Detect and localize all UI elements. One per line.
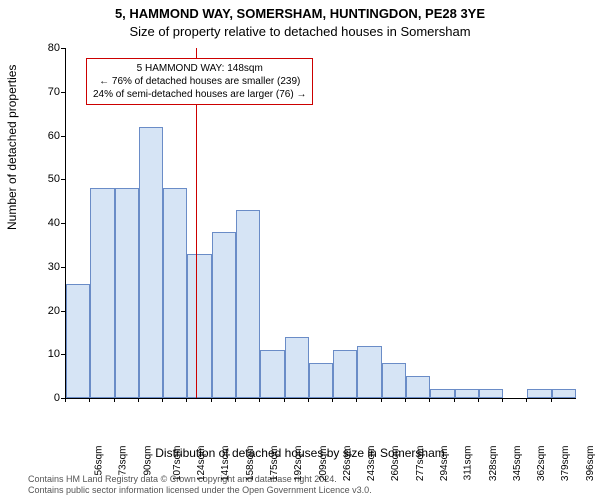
histogram-bar <box>212 232 236 398</box>
x-tick-label: 345sqm <box>512 446 523 482</box>
x-tick-label: 73sqm <box>118 446 129 476</box>
x-tick-label: 277sqm <box>415 446 426 482</box>
annotation-line3: 24% of semi-detached houses are larger (… <box>93 88 306 101</box>
histogram-bar <box>139 127 163 398</box>
x-tick-label: 243sqm <box>366 446 377 482</box>
x-tick-label: 311sqm <box>463 446 474 481</box>
y-tick-mark <box>61 136 65 137</box>
x-tick-label: 294sqm <box>439 446 450 482</box>
histogram-bar <box>285 337 309 398</box>
y-tick-label: 60 <box>30 130 60 142</box>
histogram-bar <box>309 363 333 398</box>
x-tick-label: 209sqm <box>318 446 329 482</box>
x-tick-mark <box>65 398 66 402</box>
x-tick-label: 141sqm <box>221 446 232 482</box>
x-tick-label: 396sqm <box>585 446 596 482</box>
x-tick-mark <box>138 398 139 402</box>
x-tick-label: 226sqm <box>342 446 353 482</box>
y-tick-label: 20 <box>30 305 60 317</box>
y-axis-label: Number of detached properties <box>5 65 19 230</box>
x-tick-mark <box>308 398 309 402</box>
annotation-line2: ← 76% of detached houses are smaller (23… <box>93 75 306 88</box>
x-tick-mark <box>478 398 479 402</box>
y-tick-label: 40 <box>30 217 60 229</box>
footer-line2: Contains public sector information licen… <box>28 485 372 496</box>
histogram-bar <box>66 284 90 398</box>
histogram-bar <box>552 389 576 398</box>
x-tick-label: 260sqm <box>391 446 402 482</box>
histogram-bar <box>90 188 114 398</box>
x-tick-mark <box>381 398 382 402</box>
annotation-line1: 5 HAMMOND WAY: 148sqm <box>93 62 306 75</box>
chart-title-line2: Size of property relative to detached ho… <box>0 24 600 39</box>
y-tick-label: 30 <box>30 261 60 273</box>
x-tick-mark <box>235 398 236 402</box>
x-tick-mark <box>89 398 90 402</box>
x-tick-label: 56sqm <box>94 446 105 476</box>
histogram-bar <box>406 376 430 398</box>
histogram-bar <box>115 188 139 398</box>
x-tick-mark <box>405 398 406 402</box>
histogram-bar <box>479 389 503 398</box>
histogram-bar <box>187 254 211 398</box>
x-tick-mark <box>454 398 455 402</box>
x-tick-label: 158sqm <box>245 446 256 482</box>
y-tick-mark <box>61 179 65 180</box>
y-tick-mark <box>61 48 65 49</box>
x-tick-mark <box>284 398 285 402</box>
x-tick-mark <box>526 398 527 402</box>
x-tick-mark <box>211 398 212 402</box>
chart-title-line1: 5, HAMMOND WAY, SOMERSHAM, HUNTINGDON, P… <box>0 6 600 21</box>
x-tick-mark <box>186 398 187 402</box>
x-tick-label: 379sqm <box>561 446 572 482</box>
chart-container: 5, HAMMOND WAY, SOMERSHAM, HUNTINGDON, P… <box>0 0 600 500</box>
x-tick-label: 90sqm <box>142 446 153 476</box>
histogram-bar <box>163 188 187 398</box>
x-tick-label: 107sqm <box>172 446 183 482</box>
y-tick-mark <box>61 311 65 312</box>
x-tick-label: 124sqm <box>196 446 207 482</box>
x-tick-mark <box>114 398 115 402</box>
histogram-bar <box>357 346 381 399</box>
y-tick-label: 0 <box>30 392 60 404</box>
histogram-bar <box>260 350 284 398</box>
x-tick-mark <box>502 398 503 402</box>
histogram-bar <box>430 389 454 398</box>
y-tick-label: 10 <box>30 348 60 360</box>
y-tick-label: 80 <box>30 42 60 54</box>
x-tick-label: 175sqm <box>269 446 280 482</box>
x-tick-label: 192sqm <box>293 446 304 482</box>
y-tick-mark <box>61 267 65 268</box>
y-tick-mark <box>61 92 65 93</box>
annotation-box: 5 HAMMOND WAY: 148sqm ← 76% of detached … <box>86 58 313 105</box>
y-tick-label: 70 <box>30 86 60 98</box>
y-tick-mark <box>61 223 65 224</box>
histogram-bar <box>236 210 260 398</box>
x-tick-mark <box>332 398 333 402</box>
x-tick-mark <box>551 398 552 402</box>
histogram-bar <box>455 389 479 398</box>
y-tick-label: 50 <box>30 173 60 185</box>
x-tick-mark <box>429 398 430 402</box>
histogram-bar <box>527 389 551 398</box>
histogram-bar <box>333 350 357 398</box>
y-tick-mark <box>61 354 65 355</box>
x-tick-mark <box>162 398 163 402</box>
x-tick-mark <box>259 398 260 402</box>
x-tick-mark <box>356 398 357 402</box>
histogram-bar <box>382 363 406 398</box>
x-tick-label: 328sqm <box>488 446 499 482</box>
x-tick-label: 362sqm <box>536 446 547 482</box>
